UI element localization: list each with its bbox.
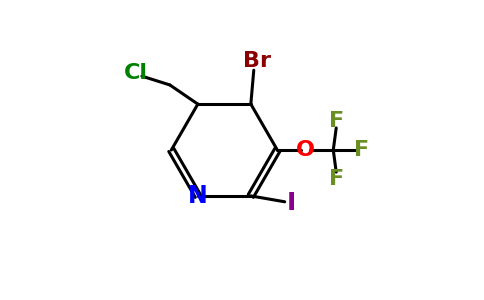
Text: Cl: Cl: [124, 63, 148, 83]
Text: F: F: [329, 111, 344, 131]
Text: F: F: [354, 140, 369, 160]
Text: O: O: [296, 140, 315, 160]
Text: I: I: [287, 191, 296, 215]
Text: Br: Br: [242, 51, 271, 71]
Text: F: F: [329, 169, 344, 189]
Text: N: N: [188, 184, 208, 208]
